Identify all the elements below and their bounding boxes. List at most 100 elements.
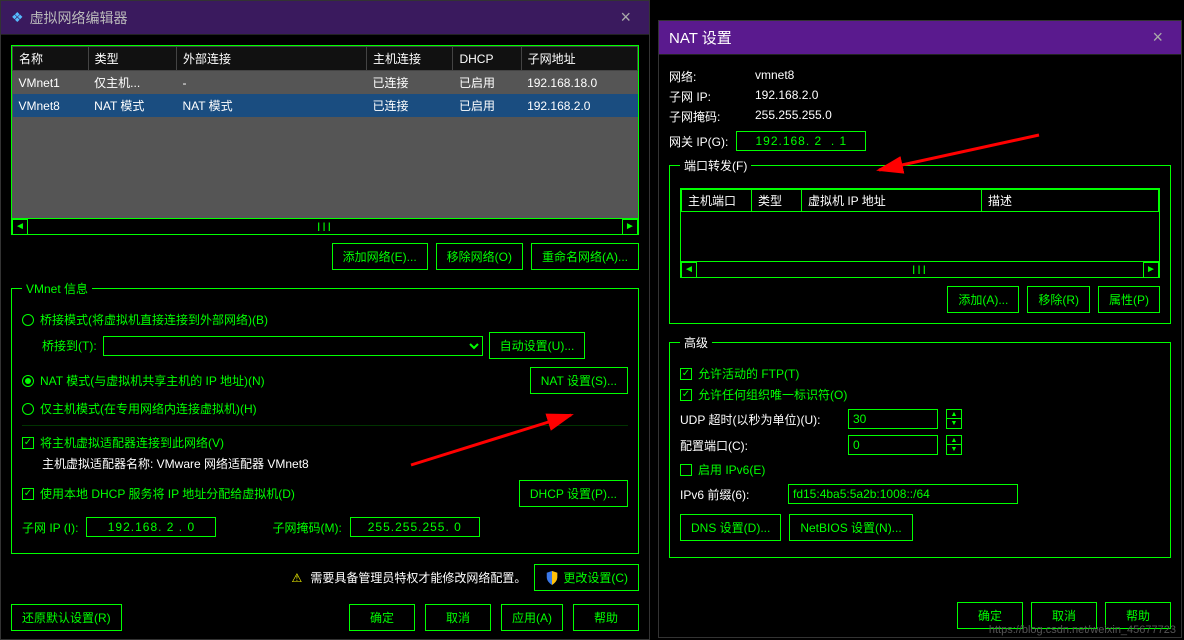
table-row[interactable]: VMnet1 仅主机... - 已连接 已启用 192.168.18.0 <box>13 71 638 95</box>
udp-spinner[interactable]: ▲▼ <box>946 409 962 429</box>
col-vm-ip[interactable]: 虚拟机 IP 地址 <box>802 190 982 212</box>
checkbox-icon: ✓ <box>680 389 692 401</box>
gateway-ip-input[interactable] <box>736 131 866 151</box>
enable-ipv6-checkbox[interactable]: 启用 IPv6(E) <box>680 461 1160 478</box>
rename-network-button[interactable]: 重命名网络(A)... <box>531 243 639 270</box>
advanced-fieldset: 高级 ✓ 允许活动的 FTP(T) ✓ 允许任何组织唯一标识符(O) UDP 超… <box>669 334 1171 558</box>
scroll-right-icon[interactable]: ► <box>1143 262 1159 278</box>
auto-settings-button[interactable]: 自动设置(U)... <box>489 332 586 359</box>
table-header-row: 主机端口 类型 虚拟机 IP 地址 描述 <box>682 190 1159 212</box>
col-desc[interactable]: 描述 <box>982 190 1159 212</box>
bridge-to-label: 桥接到(T): <box>42 337 97 354</box>
subnet-ip-label: 子网 IP (I): <box>22 519 78 536</box>
virtual-network-editor-window: ❖ 虚拟网络编辑器 × 名称 类型 外部连接 主机连接 DHCP 子网地址 VM… <box>0 0 650 640</box>
col-host[interactable]: 主机连接 <box>366 47 453 71</box>
network-table: 名称 类型 外部连接 主机连接 DHCP 子网地址 VMnet1 仅主机... … <box>11 45 639 235</box>
allow-oui-checkbox[interactable]: ✓ 允许任何组织唯一标识符(O) <box>680 386 1160 403</box>
nat-mode-radio[interactable]: NAT 模式(与虚拟机共享主机的 IP 地址)(N) <box>22 372 265 389</box>
ipv6-prefix-input[interactable] <box>788 484 1018 504</box>
nat-settings-window: NAT 设置 × 网络: vmnet8 子网 IP: 192.168.2.0 子网掩… <box>658 20 1182 638</box>
table-row[interactable]: VMnet8 NAT 模式 NAT 模式 已连接 已启用 192.168.2.0 <box>13 94 638 117</box>
change-settings-button[interactable]: 更改设置(C) <box>534 564 639 591</box>
pf-properties-button[interactable]: 属性(P) <box>1098 286 1160 313</box>
title-bar: ❖ 虚拟网络编辑器 × <box>1 1 649 35</box>
port-forward-legend: 端口转发(F) <box>680 157 751 174</box>
adapter-name-label: 主机虚拟适配器名称: VMware 网络适配器 VMnet8 <box>42 455 628 472</box>
pf-add-button[interactable]: 添加(A)... <box>947 286 1019 313</box>
spin-down-icon[interactable]: ▼ <box>947 445 961 454</box>
spin-down-icon[interactable]: ▼ <box>947 419 961 428</box>
scroll-right-icon[interactable]: ► <box>622 219 638 235</box>
scroll-left-icon[interactable]: ◄ <box>12 219 28 235</box>
bridge-mode-radio[interactable]: 桥接模式(将虚拟机直接连接到外部网络)(B) <box>22 311 628 328</box>
checkbox-icon: ✓ <box>22 437 34 449</box>
netbios-settings-button[interactable]: NetBIOS 设置(N)... <box>789 514 912 541</box>
nat-settings-button[interactable]: NAT 设置(S)... <box>530 367 628 394</box>
vmnet-info-legend: VMnet 信息 <box>22 280 92 297</box>
table-header-row: 名称 类型 外部连接 主机连接 DHCP 子网地址 <box>13 47 638 71</box>
close-icon[interactable]: × <box>612 7 639 28</box>
add-network-button[interactable]: 添加网络(E)... <box>332 243 428 270</box>
col-name[interactable]: 名称 <box>13 47 89 71</box>
col-dhcp[interactable]: DHCP <box>453 47 521 71</box>
subnet-mask-label: 子网掩码: <box>669 108 739 125</box>
title-bar: NAT 设置 × <box>659 21 1181 55</box>
allow-ftp-checkbox[interactable]: ✓ 允许活动的 FTP(T) <box>680 365 1160 382</box>
dhcp-settings-button[interactable]: DHCP 设置(P)... <box>519 480 628 507</box>
dns-settings-button[interactable]: DNS 设置(D)... <box>680 514 781 541</box>
col-subnet[interactable]: 子网地址 <box>521 47 637 71</box>
port-forward-fieldset: 端口转发(F) 主机端口 类型 虚拟机 IP 地址 描述 ◄ III ► <box>669 157 1171 324</box>
ok-button[interactable]: 确定 <box>349 604 415 631</box>
admin-warning-text: 需要具备管理员特权才能修改网络配置。 <box>310 569 526 586</box>
col-type[interactable]: 类型 <box>752 190 802 212</box>
checkbox-icon <box>680 464 692 476</box>
subnet-mask-value: 255.255.255.0 <box>755 108 832 125</box>
host-only-radio[interactable]: 仅主机模式(在专用网络内连接虚拟机)(H) <box>22 400 628 417</box>
bridge-to-select[interactable] <box>103 336 483 356</box>
cancel-button[interactable]: 取消 <box>425 604 491 631</box>
col-type[interactable]: 类型 <box>88 47 176 71</box>
use-dhcp-checkbox[interactable]: ✓ 使用本地 DHCP 服务将 IP 地址分配给虚拟机(D) <box>22 485 295 502</box>
ipv6-prefix-label: IPv6 前缀(6): <box>680 486 780 503</box>
restore-defaults-button[interactable]: 还原默认设置(R) <box>11 604 122 631</box>
col-ext[interactable]: 外部连接 <box>176 47 366 71</box>
shield-icon <box>545 571 559 585</box>
remove-network-button[interactable]: 移除网络(O) <box>436 243 523 270</box>
checkbox-icon: ✓ <box>22 488 34 500</box>
spin-up-icon[interactable]: ▲ <box>947 436 961 445</box>
pf-remove-button[interactable]: 移除(R) <box>1027 286 1090 313</box>
watermark: https://blog.csdn.net/weixin_45677723 <box>989 624 1176 636</box>
col-host-port[interactable]: 主机端口 <box>682 190 752 212</box>
app-icon: ❖ <box>11 9 24 26</box>
checkbox-icon: ✓ <box>680 368 692 380</box>
window-title: NAT 设置 <box>669 27 732 48</box>
cfg-spinner[interactable]: ▲▼ <box>946 435 962 455</box>
subnet-mask-input[interactable] <box>350 517 480 537</box>
network-label: 网络: <box>669 68 739 85</box>
help-button[interactable]: 帮助 <box>573 604 639 631</box>
spin-up-icon[interactable]: ▲ <box>947 410 961 419</box>
scroll-left-icon[interactable]: ◄ <box>681 262 697 278</box>
radio-icon <box>22 314 34 326</box>
warning-icon: ⚠ <box>292 571 303 585</box>
close-icon[interactable]: × <box>1144 27 1171 48</box>
config-port-input[interactable] <box>848 435 938 455</box>
radio-icon <box>22 403 34 415</box>
connect-host-adapter-checkbox[interactable]: ✓ 将主机虚拟适配器连接到此网络(V) <box>22 434 628 451</box>
apply-button[interactable]: 应用(A) <box>501 604 563 631</box>
subnet-mask-label: 子网掩码(M): <box>272 519 341 536</box>
vmnet-info-fieldset: VMnet 信息 桥接模式(将虚拟机直接连接到外部网络)(B) 桥接到(T): … <box>11 280 639 554</box>
udp-timeout-label: UDP 超时(以秒为单位)(U): <box>680 411 840 428</box>
subnet-ip-input[interactable] <box>86 517 216 537</box>
horizontal-scrollbar[interactable]: ◄ III ► <box>12 218 638 234</box>
horizontal-scrollbar[interactable]: ◄ III ► <box>681 261 1159 277</box>
config-port-label: 配置端口(C): <box>680 437 840 454</box>
window-title: 虚拟网络编辑器 <box>30 8 128 28</box>
udp-timeout-input[interactable] <box>848 409 938 429</box>
subnet-ip-value: 192.168.2.0 <box>755 88 818 105</box>
gateway-ip-label: 网关 IP(G): <box>669 133 728 150</box>
port-forward-table: 主机端口 类型 虚拟机 IP 地址 描述 ◄ III ► <box>680 188 1160 278</box>
network-value: vmnet8 <box>755 68 794 85</box>
advanced-legend: 高级 <box>680 334 712 351</box>
subnet-ip-label: 子网 IP: <box>669 88 739 105</box>
